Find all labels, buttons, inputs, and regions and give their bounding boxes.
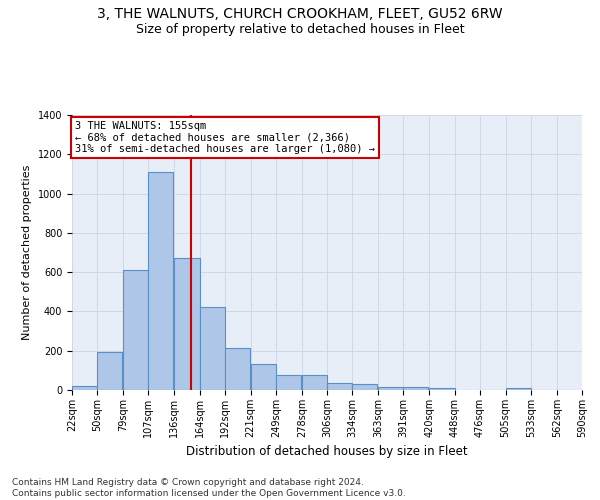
Bar bbox=[224, 348, 250, 390]
Bar bbox=[97, 352, 122, 390]
Text: Contains HM Land Registry data © Crown copyright and database right 2024.
Contai: Contains HM Land Registry data © Crown c… bbox=[12, 478, 406, 498]
Bar bbox=[251, 364, 276, 390]
Bar bbox=[175, 258, 199, 390]
X-axis label: Distribution of detached houses by size in Fleet: Distribution of detached houses by size … bbox=[186, 446, 468, 458]
Bar bbox=[72, 386, 97, 390]
Bar bbox=[276, 376, 301, 390]
Text: Size of property relative to detached houses in Fleet: Size of property relative to detached ho… bbox=[136, 22, 464, 36]
Y-axis label: Number of detached properties: Number of detached properties bbox=[22, 165, 32, 340]
Bar bbox=[430, 388, 455, 390]
Bar bbox=[199, 306, 224, 390]
Bar bbox=[403, 387, 428, 390]
Bar bbox=[352, 384, 377, 390]
Bar bbox=[327, 383, 352, 390]
Text: 3 THE WALNUTS: 155sqm
← 68% of detached houses are smaller (2,366)
31% of semi-d: 3 THE WALNUTS: 155sqm ← 68% of detached … bbox=[74, 121, 374, 154]
Bar bbox=[123, 270, 148, 390]
Bar bbox=[302, 376, 327, 390]
Bar bbox=[506, 388, 531, 390]
Bar bbox=[378, 387, 403, 390]
Bar bbox=[148, 172, 173, 390]
Text: 3, THE WALNUTS, CHURCH CROOKHAM, FLEET, GU52 6RW: 3, THE WALNUTS, CHURCH CROOKHAM, FLEET, … bbox=[97, 8, 503, 22]
